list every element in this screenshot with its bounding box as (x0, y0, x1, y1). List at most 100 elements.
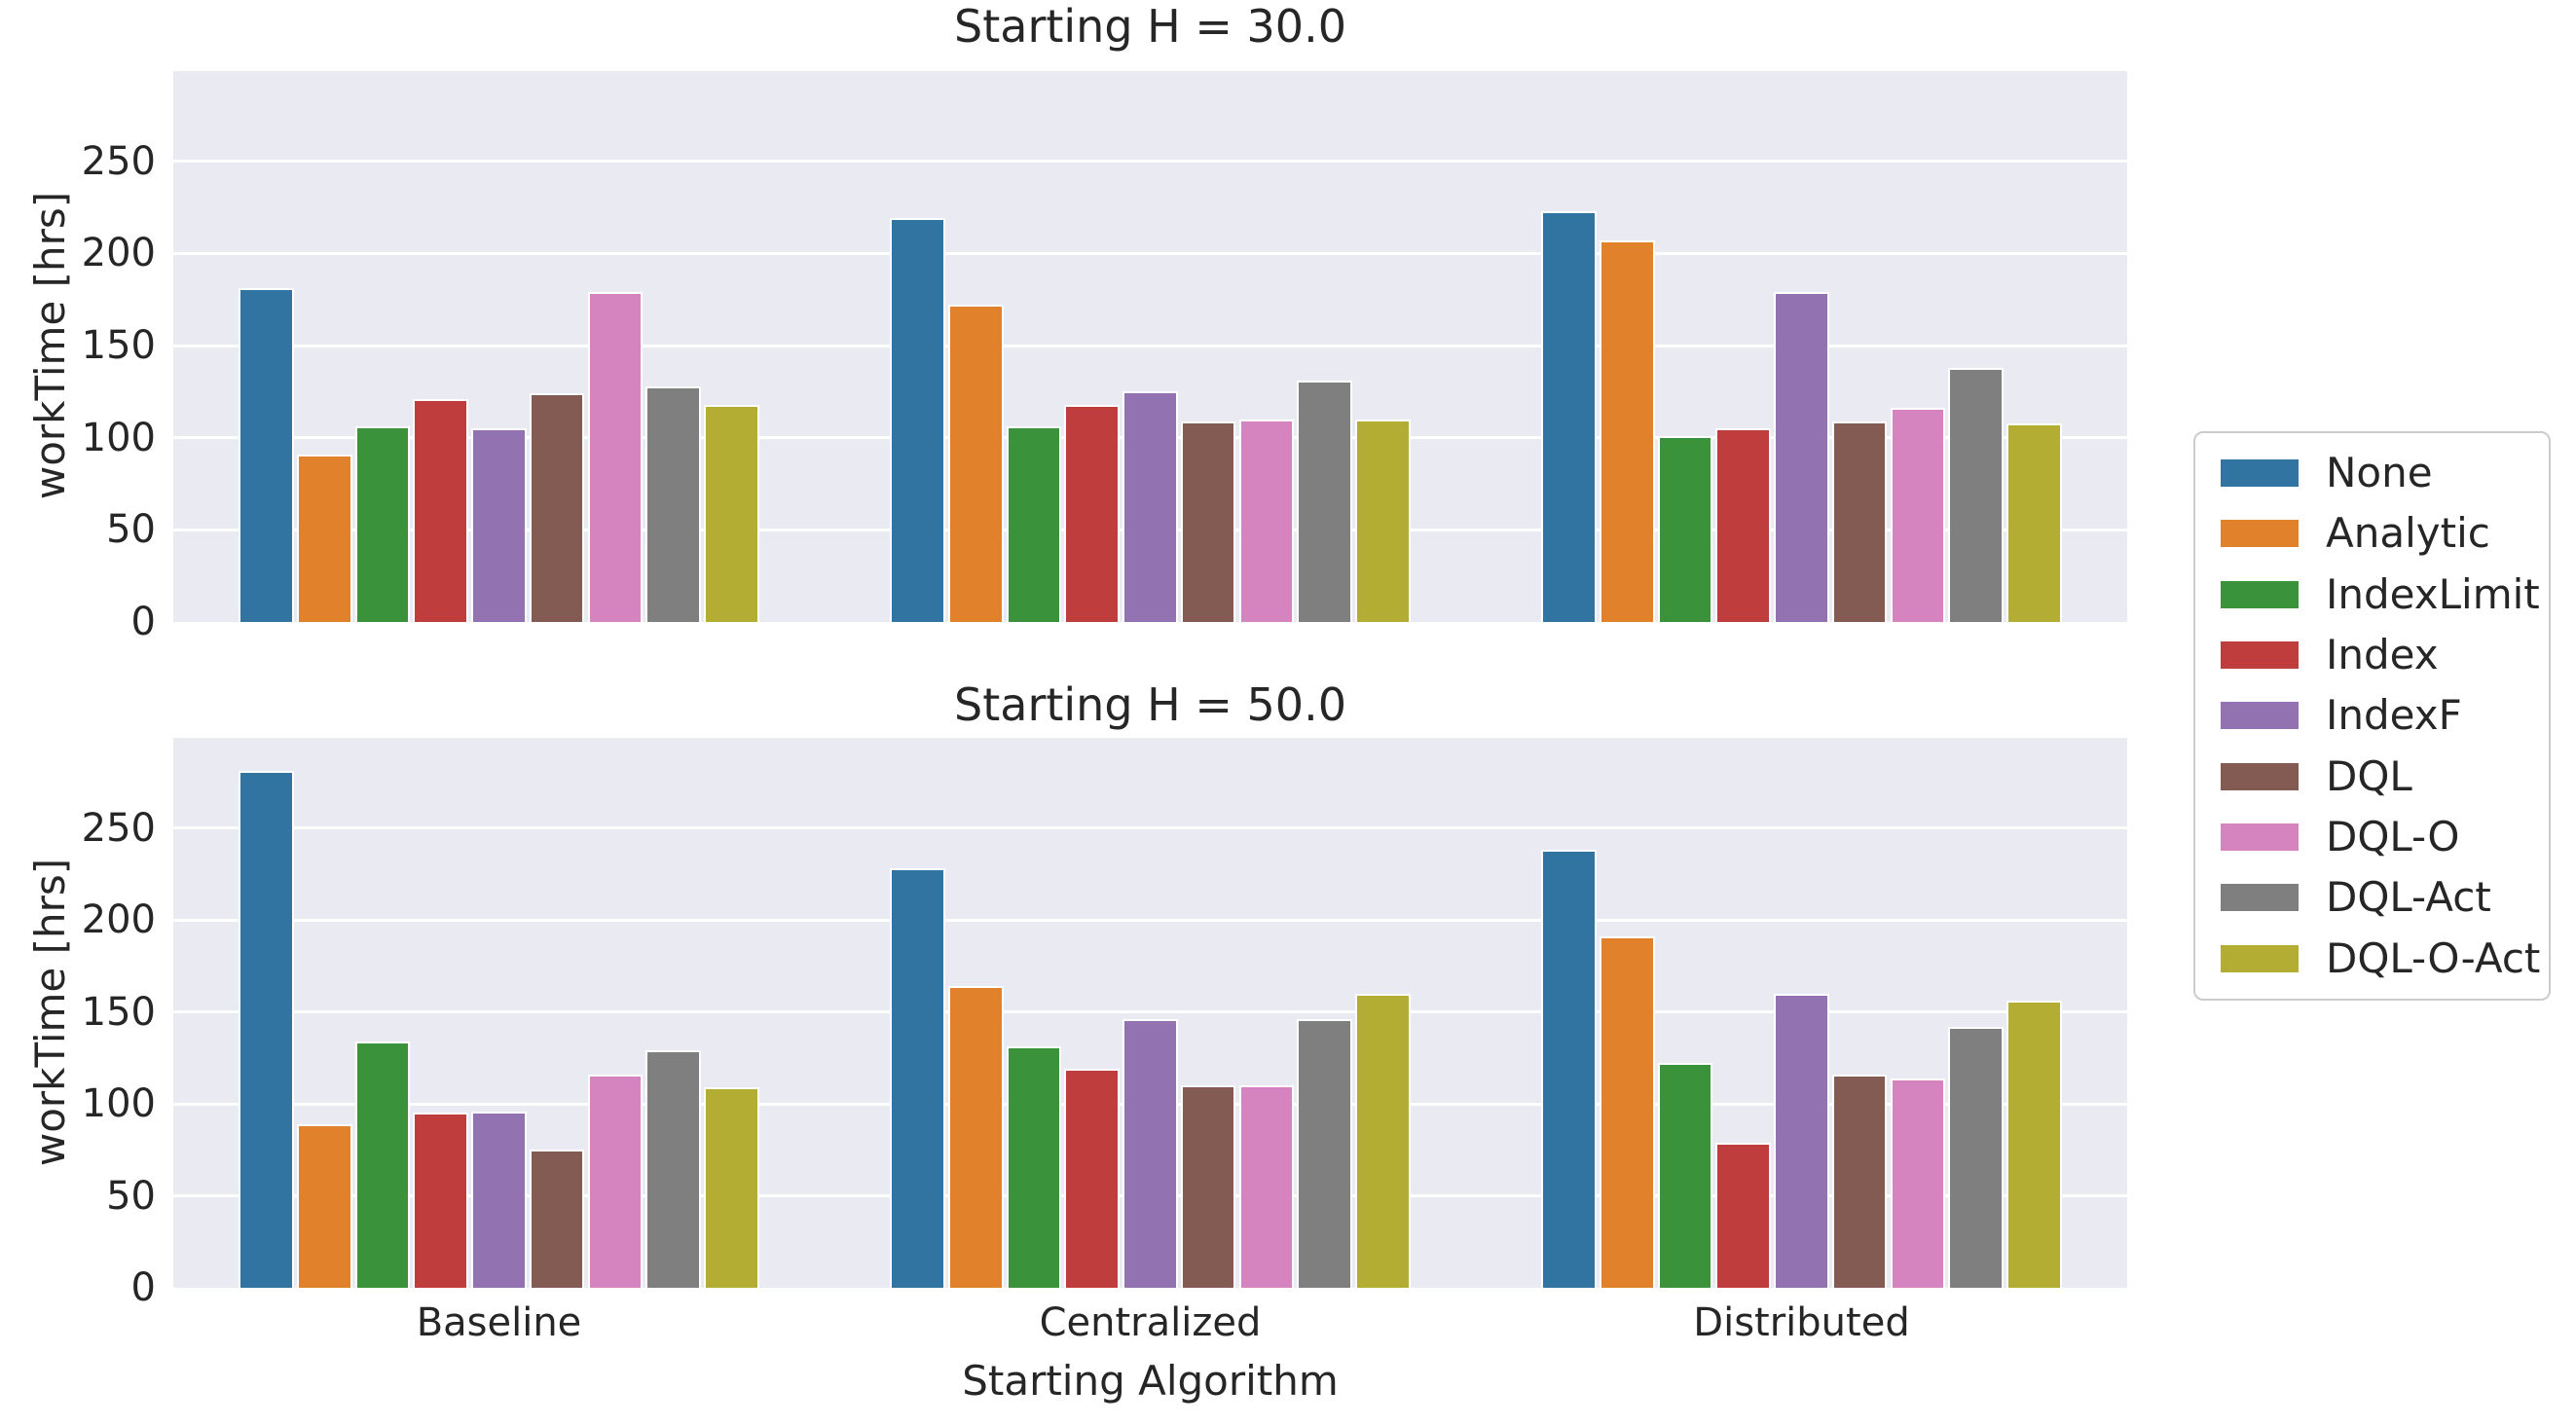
y-tick-label: 100 (81, 1081, 156, 1126)
bar-dql-o-distributed (1890, 1078, 1946, 1288)
bar-indexf-centralized (1122, 391, 1178, 622)
y-tick-label: 150 (81, 323, 156, 368)
bar-index-centralized (1064, 1069, 1121, 1288)
bar-analytic-centralized (948, 986, 1004, 1288)
bar-indexlimit-centralized (1006, 1046, 1062, 1288)
bar-dql-centralized (1180, 1085, 1236, 1288)
bar-dql-o-act-baseline (703, 404, 759, 622)
bar-dql-o-centralized (1238, 1085, 1295, 1288)
y-tick-label: 200 (81, 231, 156, 276)
legend-item-dql-act: DQL-Act (2221, 875, 2549, 920)
gridline-y300 (173, 734, 2127, 738)
legend-swatch-none (2221, 459, 2299, 488)
gridline-y200 (173, 918, 2127, 922)
bar-analytic-distributed (1600, 936, 1655, 1288)
bar-dql-act-centralized (1297, 380, 1352, 622)
legend-swatch-indexlimit (2221, 580, 2299, 608)
legend-swatch-dql-act (2221, 884, 2299, 912)
bar-none-centralized (890, 868, 946, 1288)
bar-index-baseline (413, 398, 469, 622)
bar-indexlimit-baseline (354, 426, 411, 622)
bar-indexlimit-distributed (1657, 435, 1713, 622)
x-tick-label-distributed: Distributed (1693, 1300, 1910, 1345)
bar-indexlimit-distributed (1657, 1063, 1713, 1288)
legend: None Analytic IndexLimit Index IndexF DQL DQL-… (2193, 431, 2551, 1001)
legend-swatch-dql (2221, 762, 2299, 790)
y-tick-label: 0 (130, 1265, 156, 1310)
bar-indexf-baseline (471, 1111, 527, 1288)
bar-dql-distributed (1831, 420, 1888, 622)
y-tick-label: 50 (106, 1173, 156, 1219)
bar-dql-o-centralized (1238, 419, 1295, 622)
legend-label: DQL-O (2326, 813, 2460, 861)
legend-item-indexf: IndexF (2221, 693, 2549, 738)
gridline-y150 (173, 1010, 2127, 1013)
legend-label: Index (2326, 631, 2439, 679)
bar-dql-o-act-baseline (703, 1087, 759, 1288)
bar-dql-o-act-distributed (2006, 1001, 2062, 1288)
y-tick-label: 250 (81, 138, 156, 184)
legend-item-none: None (2221, 451, 2549, 495)
bar-dql-o-baseline (587, 292, 644, 622)
y-tick-label: 50 (106, 507, 156, 553)
gridline-y150 (173, 344, 2127, 347)
y-tick-label: 200 (81, 897, 156, 942)
bar-indexlimit-baseline (354, 1041, 411, 1288)
legend-swatch-dql-o (2221, 823, 2299, 852)
x-tick-label-centralized: Centralized (1039, 1300, 1262, 1345)
gridline-y250 (173, 160, 2127, 164)
x-tick-label-baseline: Baseline (416, 1300, 582, 1345)
legend-label: DQL (2326, 751, 2412, 800)
bar-indexf-distributed (1774, 993, 1829, 1288)
bar-dql-act-baseline (645, 385, 701, 622)
legend-swatch-index (2221, 641, 2299, 670)
legend-item-dql-o-act: DQL-O-Act (2221, 933, 2549, 982)
legend-swatch-dql-o-act (2221, 944, 2299, 972)
bar-analytic-baseline (297, 1123, 352, 1288)
bar-indexlimit-centralized (1006, 426, 1062, 622)
bar-none-centralized (890, 218, 946, 622)
bar-analytic-centralized (948, 305, 1004, 622)
bar-dql-o-act-centralized (1354, 993, 1411, 1288)
legend-item-indexlimit: IndexLimit (2221, 569, 2549, 618)
bar-index-distributed (1715, 1142, 1772, 1288)
subplot-top-axes (173, 67, 2127, 622)
gridline-y200 (173, 251, 2127, 255)
bar-dql-o-distributed (1890, 408, 1946, 622)
bar-dql-o-act-distributed (2006, 422, 2062, 622)
bar-dql-o-baseline (587, 1074, 644, 1288)
legend-label: DQL-O-Act (2326, 933, 2541, 982)
y-tick-label: 0 (130, 600, 156, 644)
subplot-top-title: Starting H = 30.0 (954, 0, 1346, 53)
bar-analytic-distributed (1600, 240, 1655, 622)
bar-index-centralized (1064, 404, 1121, 622)
bar-none-distributed (1541, 850, 1598, 1288)
y-tick-label: 150 (81, 989, 156, 1035)
gridline-y250 (173, 826, 2127, 829)
legend-item-dql-o: DQL-O (2221, 815, 2549, 859)
bar-dql-act-baseline (645, 1050, 701, 1288)
bar-dql-distributed (1831, 1074, 1888, 1288)
x-axis-label: Starting Algorithm (962, 1357, 1339, 1405)
legend-swatch-analytic (2221, 520, 2299, 548)
subplot-bottom-axes (173, 734, 2127, 1288)
bar-none-distributed (1541, 210, 1598, 622)
bar-dql-baseline (529, 1150, 585, 1288)
legend-label: None (2326, 449, 2433, 497)
legend-label: DQL-Act (2326, 873, 2491, 922)
bar-none-baseline (239, 770, 295, 1288)
gridline-y300 (173, 67, 2127, 71)
bar-index-distributed (1715, 428, 1772, 622)
bar-dql-act-distributed (1948, 1026, 2004, 1288)
legend-label: IndexLimit (2326, 569, 2540, 618)
bar-indexf-centralized (1122, 1019, 1178, 1288)
bar-indexf-distributed (1774, 292, 1829, 622)
legend-item-analytic: Analytic (2221, 511, 2549, 556)
legend-label: IndexF (2326, 691, 2462, 740)
bar-indexf-baseline (471, 428, 527, 622)
y-tick-label: 100 (81, 415, 156, 460)
bar-dql-act-centralized (1297, 1019, 1352, 1288)
bar-dql-centralized (1180, 420, 1236, 622)
legend-label: Analytic (2326, 509, 2490, 558)
